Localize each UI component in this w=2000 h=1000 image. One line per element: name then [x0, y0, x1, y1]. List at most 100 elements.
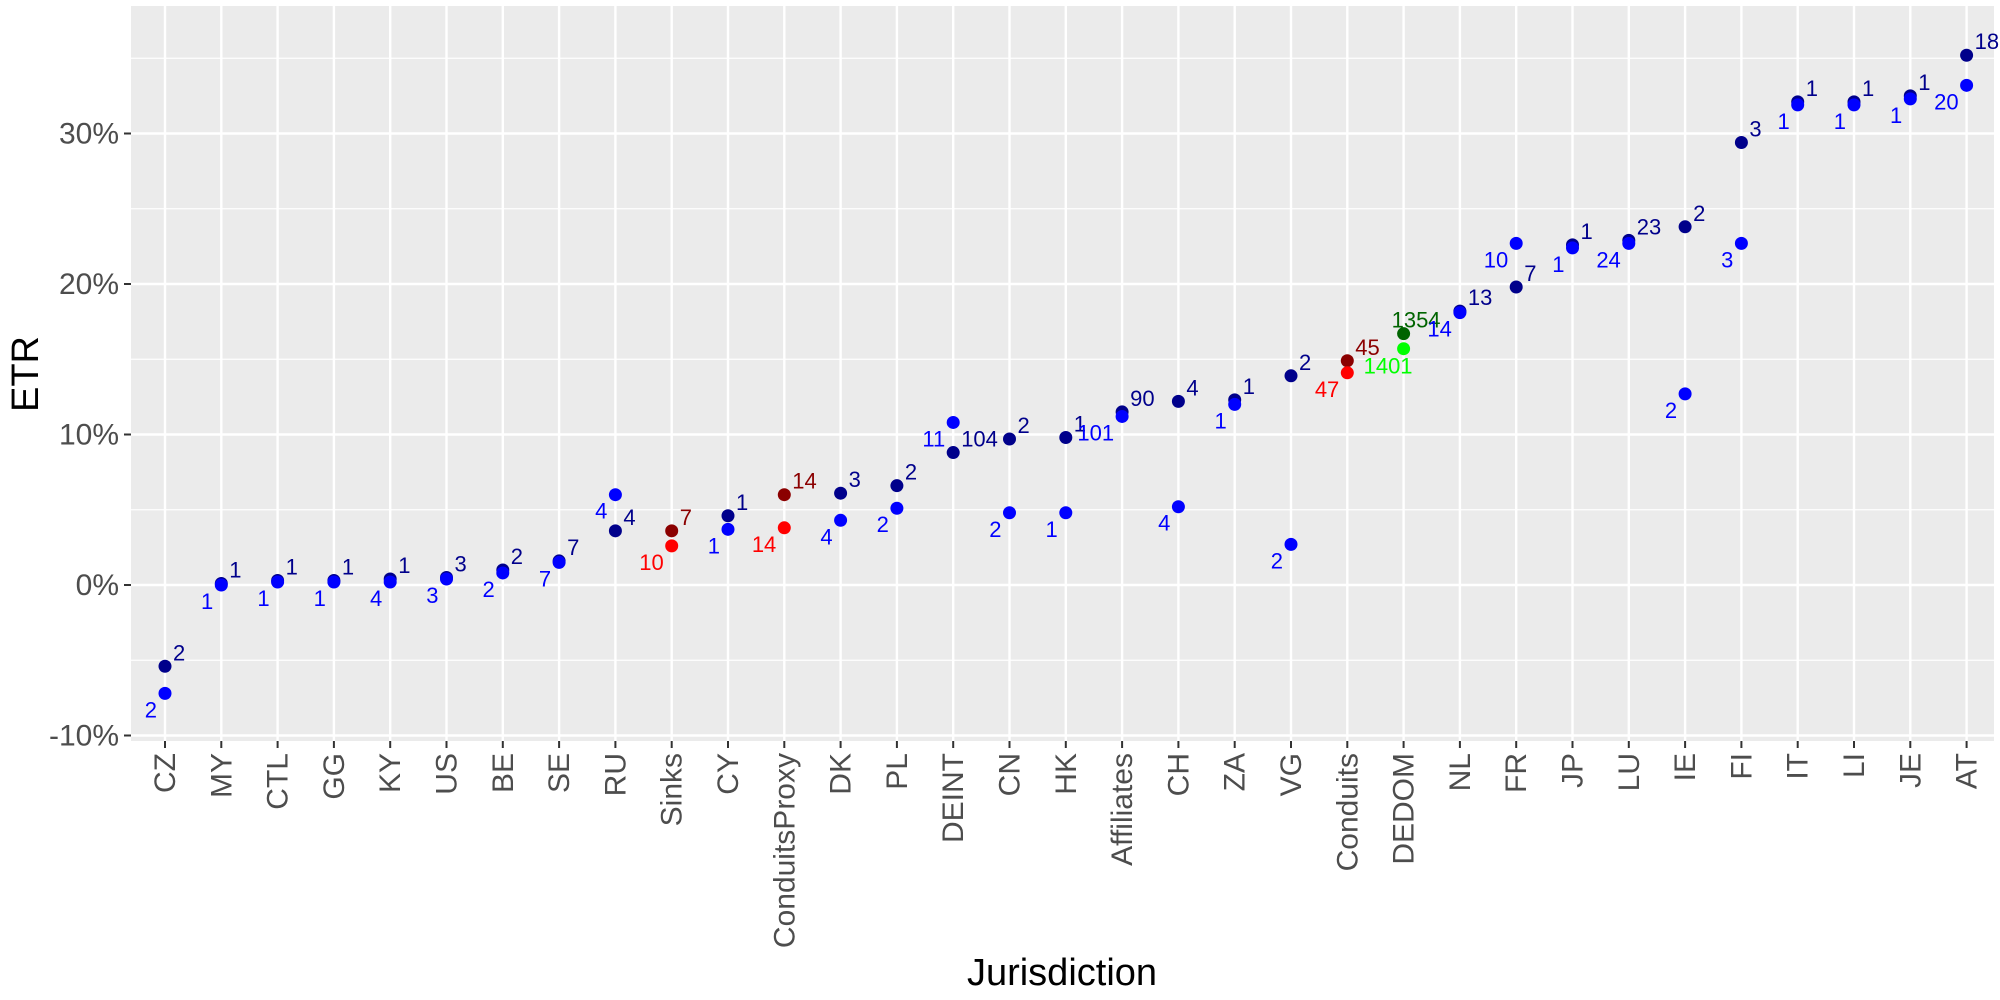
data-point: [1509, 280, 1523, 294]
data-point: [1734, 136, 1748, 150]
data-point: [1566, 241, 1579, 255]
data-point: [1622, 236, 1636, 250]
x-tick-label: DEINT: [937, 753, 970, 843]
data-point-label: 1: [1890, 103, 1902, 128]
data-point: [1171, 394, 1185, 408]
data-point: [1397, 342, 1411, 356]
data-point: [1903, 92, 1917, 106]
data-point-label: 1: [736, 490, 748, 515]
data-point-label: 1: [1243, 374, 1255, 399]
data-point-label: 4: [820, 524, 832, 549]
data-point-label: 1: [342, 554, 354, 579]
data-point: [1678, 387, 1692, 401]
data-point: [1284, 537, 1298, 551]
data-point-label: 4: [370, 586, 382, 611]
x-tick-label: IT: [1782, 753, 1815, 780]
x-tick-label: JE: [1894, 753, 1927, 788]
data-point-label: 1: [1806, 76, 1818, 101]
data-point: [1847, 98, 1861, 112]
data-point-label: 14: [752, 532, 776, 557]
x-tick-label: ZA: [1219, 753, 1252, 791]
data-point: [665, 539, 679, 553]
data-point: [383, 575, 397, 589]
data-point-label: 11: [922, 426, 945, 451]
y-tick-label: 10%: [59, 419, 119, 452]
data-point: [834, 486, 848, 500]
x-tick-label: CH: [1162, 753, 1195, 796]
data-point: [1171, 500, 1185, 514]
data-point-label: 7: [567, 535, 579, 560]
data-point: [327, 575, 341, 589]
data-point: [608, 488, 622, 502]
x-tick-label: JP: [1557, 753, 1590, 788]
data-point-label: 1: [1834, 109, 1846, 134]
data-point: [496, 566, 510, 580]
x-tick-label: IE: [1669, 753, 1702, 781]
data-point-label: 2: [877, 512, 889, 537]
data-point-label: 1: [1862, 76, 1874, 101]
data-point-label: 2: [173, 640, 185, 665]
data-point: [890, 479, 904, 493]
data-point: [608, 524, 622, 538]
data-point-label: 14: [1427, 317, 1451, 342]
data-point: [552, 555, 566, 569]
data-point: [1340, 366, 1354, 380]
y-tick-label: -10%: [49, 720, 119, 753]
y-tick-label: 0%: [76, 569, 119, 602]
x-tick-label: NL: [1444, 753, 1477, 791]
data-point-label: 4: [623, 505, 635, 530]
x-tick-label: RU: [599, 753, 632, 796]
x-tick-label: GG: [318, 753, 351, 800]
data-point: [1340, 354, 1354, 368]
x-axis-ticks: CZ MY CTL GG KY US BE SE RU Sinks CY ConduitsProxy D…: [149, 741, 1984, 948]
data-point: [440, 572, 453, 586]
data-point-label: 1: [398, 553, 410, 578]
data-point-label: 2: [1018, 413, 1030, 438]
data-point: [1059, 431, 1073, 445]
data-point-label: 3: [426, 583, 438, 608]
data-point: [946, 446, 960, 460]
grid-minor: [131, 57, 1994, 661]
x-tick-label: PL: [881, 753, 914, 790]
data-point-label: 7: [539, 566, 551, 591]
data-point-label: 3: [455, 551, 467, 576]
x-tick-label: Sinks: [656, 753, 689, 826]
data-point-label: 1: [1074, 412, 1086, 437]
data-point: [1960, 48, 1974, 62]
data-point-label: 2: [483, 577, 495, 602]
data-point-label: 90: [1130, 386, 1154, 411]
x-tick-label: DK: [825, 753, 858, 795]
data-point: [1003, 432, 1016, 446]
data-point: [1003, 506, 1016, 520]
data-point-label: 1: [257, 586, 269, 611]
data-point: [271, 575, 285, 589]
data-point-label: 20: [1934, 89, 1958, 114]
data-point: [1509, 236, 1523, 250]
data-point-label: 3: [1721, 247, 1733, 272]
x-tick-label: MY: [205, 753, 238, 798]
data-point: [1284, 369, 1298, 383]
x-tick-label: BE: [487, 753, 520, 793]
data-point-label: 2: [1299, 350, 1311, 375]
data-point: [214, 578, 228, 592]
data-point-label: 14: [792, 469, 816, 494]
data-point: [665, 524, 679, 538]
x-tick-label: CTL: [262, 753, 295, 810]
x-tick-label: LU: [1613, 753, 1646, 791]
data-point-label: 1: [286, 554, 298, 579]
data-point: [777, 521, 791, 535]
data-point: [1059, 506, 1073, 520]
data-point: [1115, 409, 1129, 423]
x-tick-label: SE: [543, 753, 576, 793]
x-tick-label: Affiliates: [1106, 753, 1139, 866]
data-point: [158, 659, 172, 673]
data-point-label: 2: [511, 544, 523, 569]
x-axis-title: Jurisdiction: [967, 952, 1157, 994]
data-point-label: 2: [905, 460, 917, 485]
data-point-label: 101: [1077, 420, 1114, 445]
data-point-label: 3: [849, 467, 861, 492]
x-tick-label: FI: [1725, 753, 1758, 780]
data-point-label: 1: [201, 589, 213, 614]
x-tick-label: VG: [1275, 753, 1308, 796]
data-point-label: 13: [1468, 285, 1492, 310]
